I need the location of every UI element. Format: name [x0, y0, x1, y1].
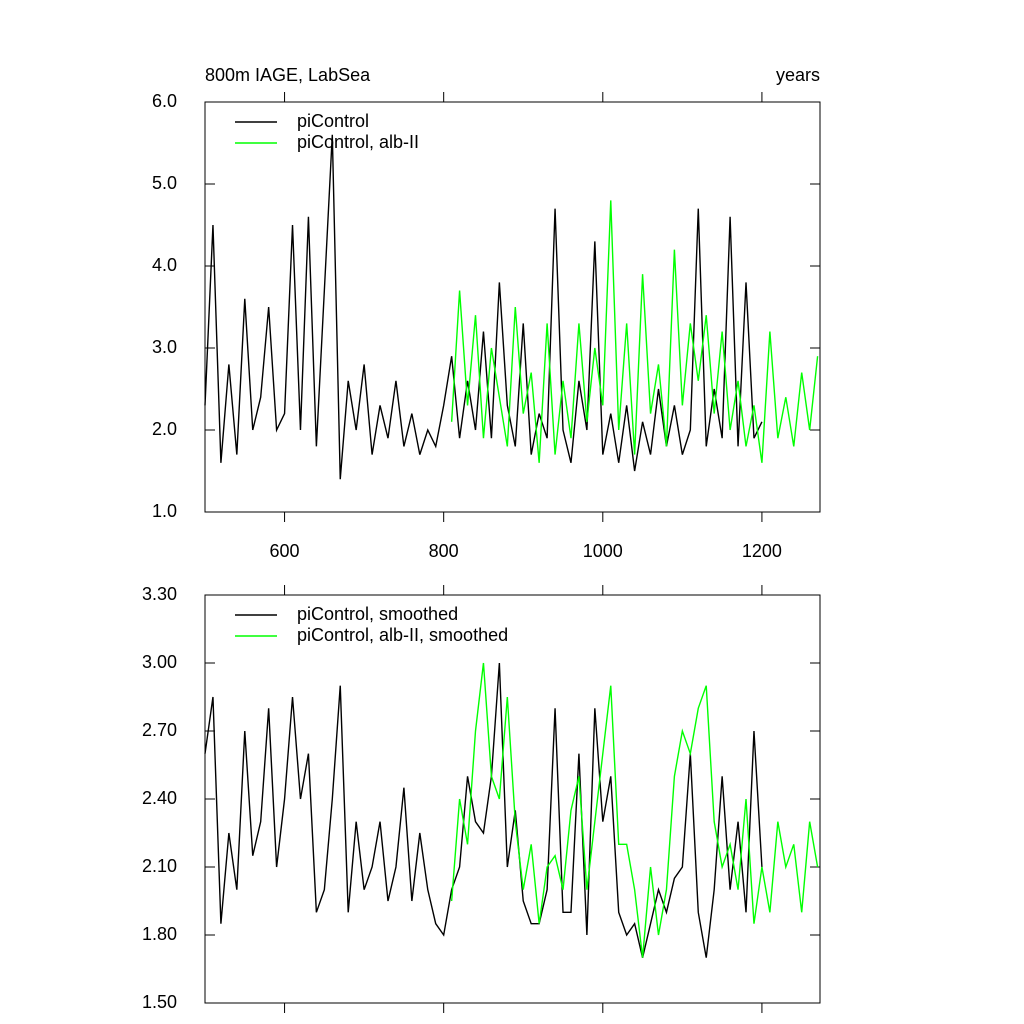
y-tick-label: 2.40	[142, 788, 177, 808]
series-line	[450, 662, 819, 958]
y-tick-label: 1.80	[142, 924, 177, 944]
y-tick-label: 3.00	[142, 652, 177, 672]
y-tick-label: 2.0	[152, 419, 177, 439]
legend-label: piControl, alb-II, smoothed	[297, 625, 508, 645]
units-label: years	[776, 65, 820, 85]
legend-label: piControl, alb-II	[297, 132, 419, 152]
y-tick-label: 6.0	[152, 91, 177, 111]
plot-frame	[204, 101, 821, 513]
chart-title: 800m IAGE, LabSea	[205, 65, 371, 85]
series-line	[450, 200, 819, 463]
y-tick-label: 5.0	[152, 173, 177, 193]
legend-label: piControl, smoothed	[297, 604, 458, 624]
y-tick-label: 1.50	[142, 992, 177, 1012]
y-tick-label: 3.30	[142, 584, 177, 604]
x-tick-label: 800	[429, 541, 459, 561]
legend-label: piControl	[297, 111, 369, 131]
x-tick-label: 1000	[583, 541, 623, 561]
y-tick-label: 4.0	[152, 255, 177, 275]
series-line	[204, 662, 763, 958]
x-tick-label: 1200	[742, 541, 782, 561]
y-tick-label: 3.0	[152, 337, 177, 357]
series-line	[204, 134, 763, 480]
x-tick-label: 600	[270, 541, 300, 561]
y-tick-label: 2.70	[142, 720, 177, 740]
y-tick-label: 1.0	[152, 501, 177, 521]
plot-frame	[204, 594, 821, 1004]
y-tick-label: 2.10	[142, 856, 177, 876]
